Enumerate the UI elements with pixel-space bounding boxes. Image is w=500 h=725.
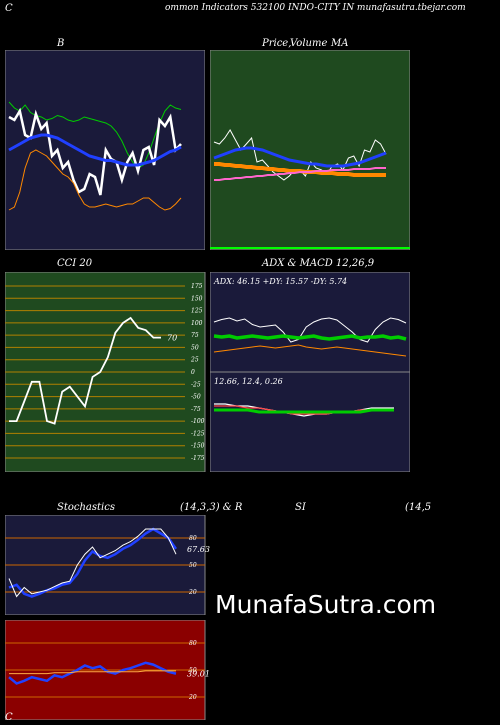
adx-plus_di-line — [213, 334, 407, 341]
cci-tick-label: -75 — [191, 406, 201, 413]
adx-adx-line — [213, 317, 407, 343]
stochastics-k-line — [8, 527, 178, 598]
cci-tick-label: 100 — [191, 320, 203, 327]
stochastics-tick-label: 20 — [188, 589, 197, 596]
cci-last-label: 70 — [167, 334, 177, 343]
cci-tick-label: 150 — [191, 295, 203, 302]
cci-tick-label: 0 — [191, 369, 195, 376]
stoch-title: Stochastics — [57, 502, 115, 513]
stochastics-tick-label: 80 — [189, 535, 197, 542]
price-title-a: Price, — [262, 38, 292, 49]
header-letter: C — [5, 3, 13, 14]
adx-readout: ADX: 46.15 +DY: 15.57 -DY: 5.74 — [213, 277, 347, 286]
mfi-tick-label: 50 — [189, 667, 197, 674]
bollinger-close-line — [8, 107, 182, 196]
cci-tick-label: 175 — [191, 283, 203, 290]
watermark: MunafaSutra.com — [215, 590, 437, 619]
mfi-tick-label: 20 — [188, 694, 197, 701]
cci-tick-label: 125 — [191, 308, 203, 315]
bollinger-lower-line — [8, 149, 182, 211]
mfi-mfi-line — [8, 661, 177, 685]
cci-tick-label: -175 — [191, 455, 205, 462]
stochastics-d-line — [8, 528, 177, 598]
mfi-mfi_avg-line — [9, 670, 176, 675]
stoch-last-label: 67.63 — [187, 545, 210, 554]
mfi-panel: 80 50 20 39.01 — [5, 620, 210, 720]
cci-title: CCI 20 — [57, 258, 93, 269]
cci-tick-label: -125 — [191, 430, 205, 437]
price_ma-ma_fast-line — [213, 146, 387, 168]
adx-title: ADX & MACD 12,26,9 — [262, 258, 375, 269]
cci-tick-label: -50 — [191, 394, 201, 401]
price-panel — [210, 50, 410, 250]
rsi-params: (14,5 — [405, 502, 432, 513]
stochastics-tick-label: 50 — [189, 562, 197, 569]
adx-minus_di-line — [213, 344, 407, 357]
price-title-c: MA — [331, 38, 349, 49]
adx-macd-panel: ADX: 46.15 +DY: 15.57 -DY: 5.74 12.66, 1… — [210, 272, 410, 472]
bollinger-title: B — [57, 38, 65, 49]
stoch-panel: 80 50 20 67.63 — [5, 515, 210, 615]
macd-readout: 12.66, 12.4, 0.26 — [214, 377, 283, 386]
header-text: ommon Indicators 532100 INDO-CITY IN mun… — [165, 3, 466, 13]
cci-cci-line — [9, 316, 161, 425]
mfi-last-label: 39.01 — [187, 670, 210, 679]
macd-histogram-line — [214, 408, 394, 414]
macd-macd-line — [214, 403, 394, 417]
mfi-tick-label: 80 — [189, 640, 197, 647]
cci-tick-label: -25 — [191, 381, 201, 388]
footer-letter: C — [5, 712, 13, 723]
price_ma-ma_slow-line — [214, 167, 386, 181]
stoch-params: (14,3,3) & R — [180, 502, 243, 513]
rsi-title: SI — [295, 502, 306, 513]
price-title-b: Volume — [290, 38, 328, 49]
cci-tick-label: 25 — [190, 357, 199, 364]
cci-tick-label: 50 — [191, 344, 199, 351]
cci-tick-label: -100 — [191, 418, 205, 425]
bollinger-panel — [5, 50, 205, 250]
cci-tick-label: -150 — [191, 443, 205, 450]
bollinger-middle-line — [8, 133, 182, 167]
cci-panel: 175 150 125 100 75 50 25 0 -25 -50 -75 -100 -125 -150… — [5, 272, 206, 472]
cci-tick-label: 75 — [191, 332, 199, 339]
